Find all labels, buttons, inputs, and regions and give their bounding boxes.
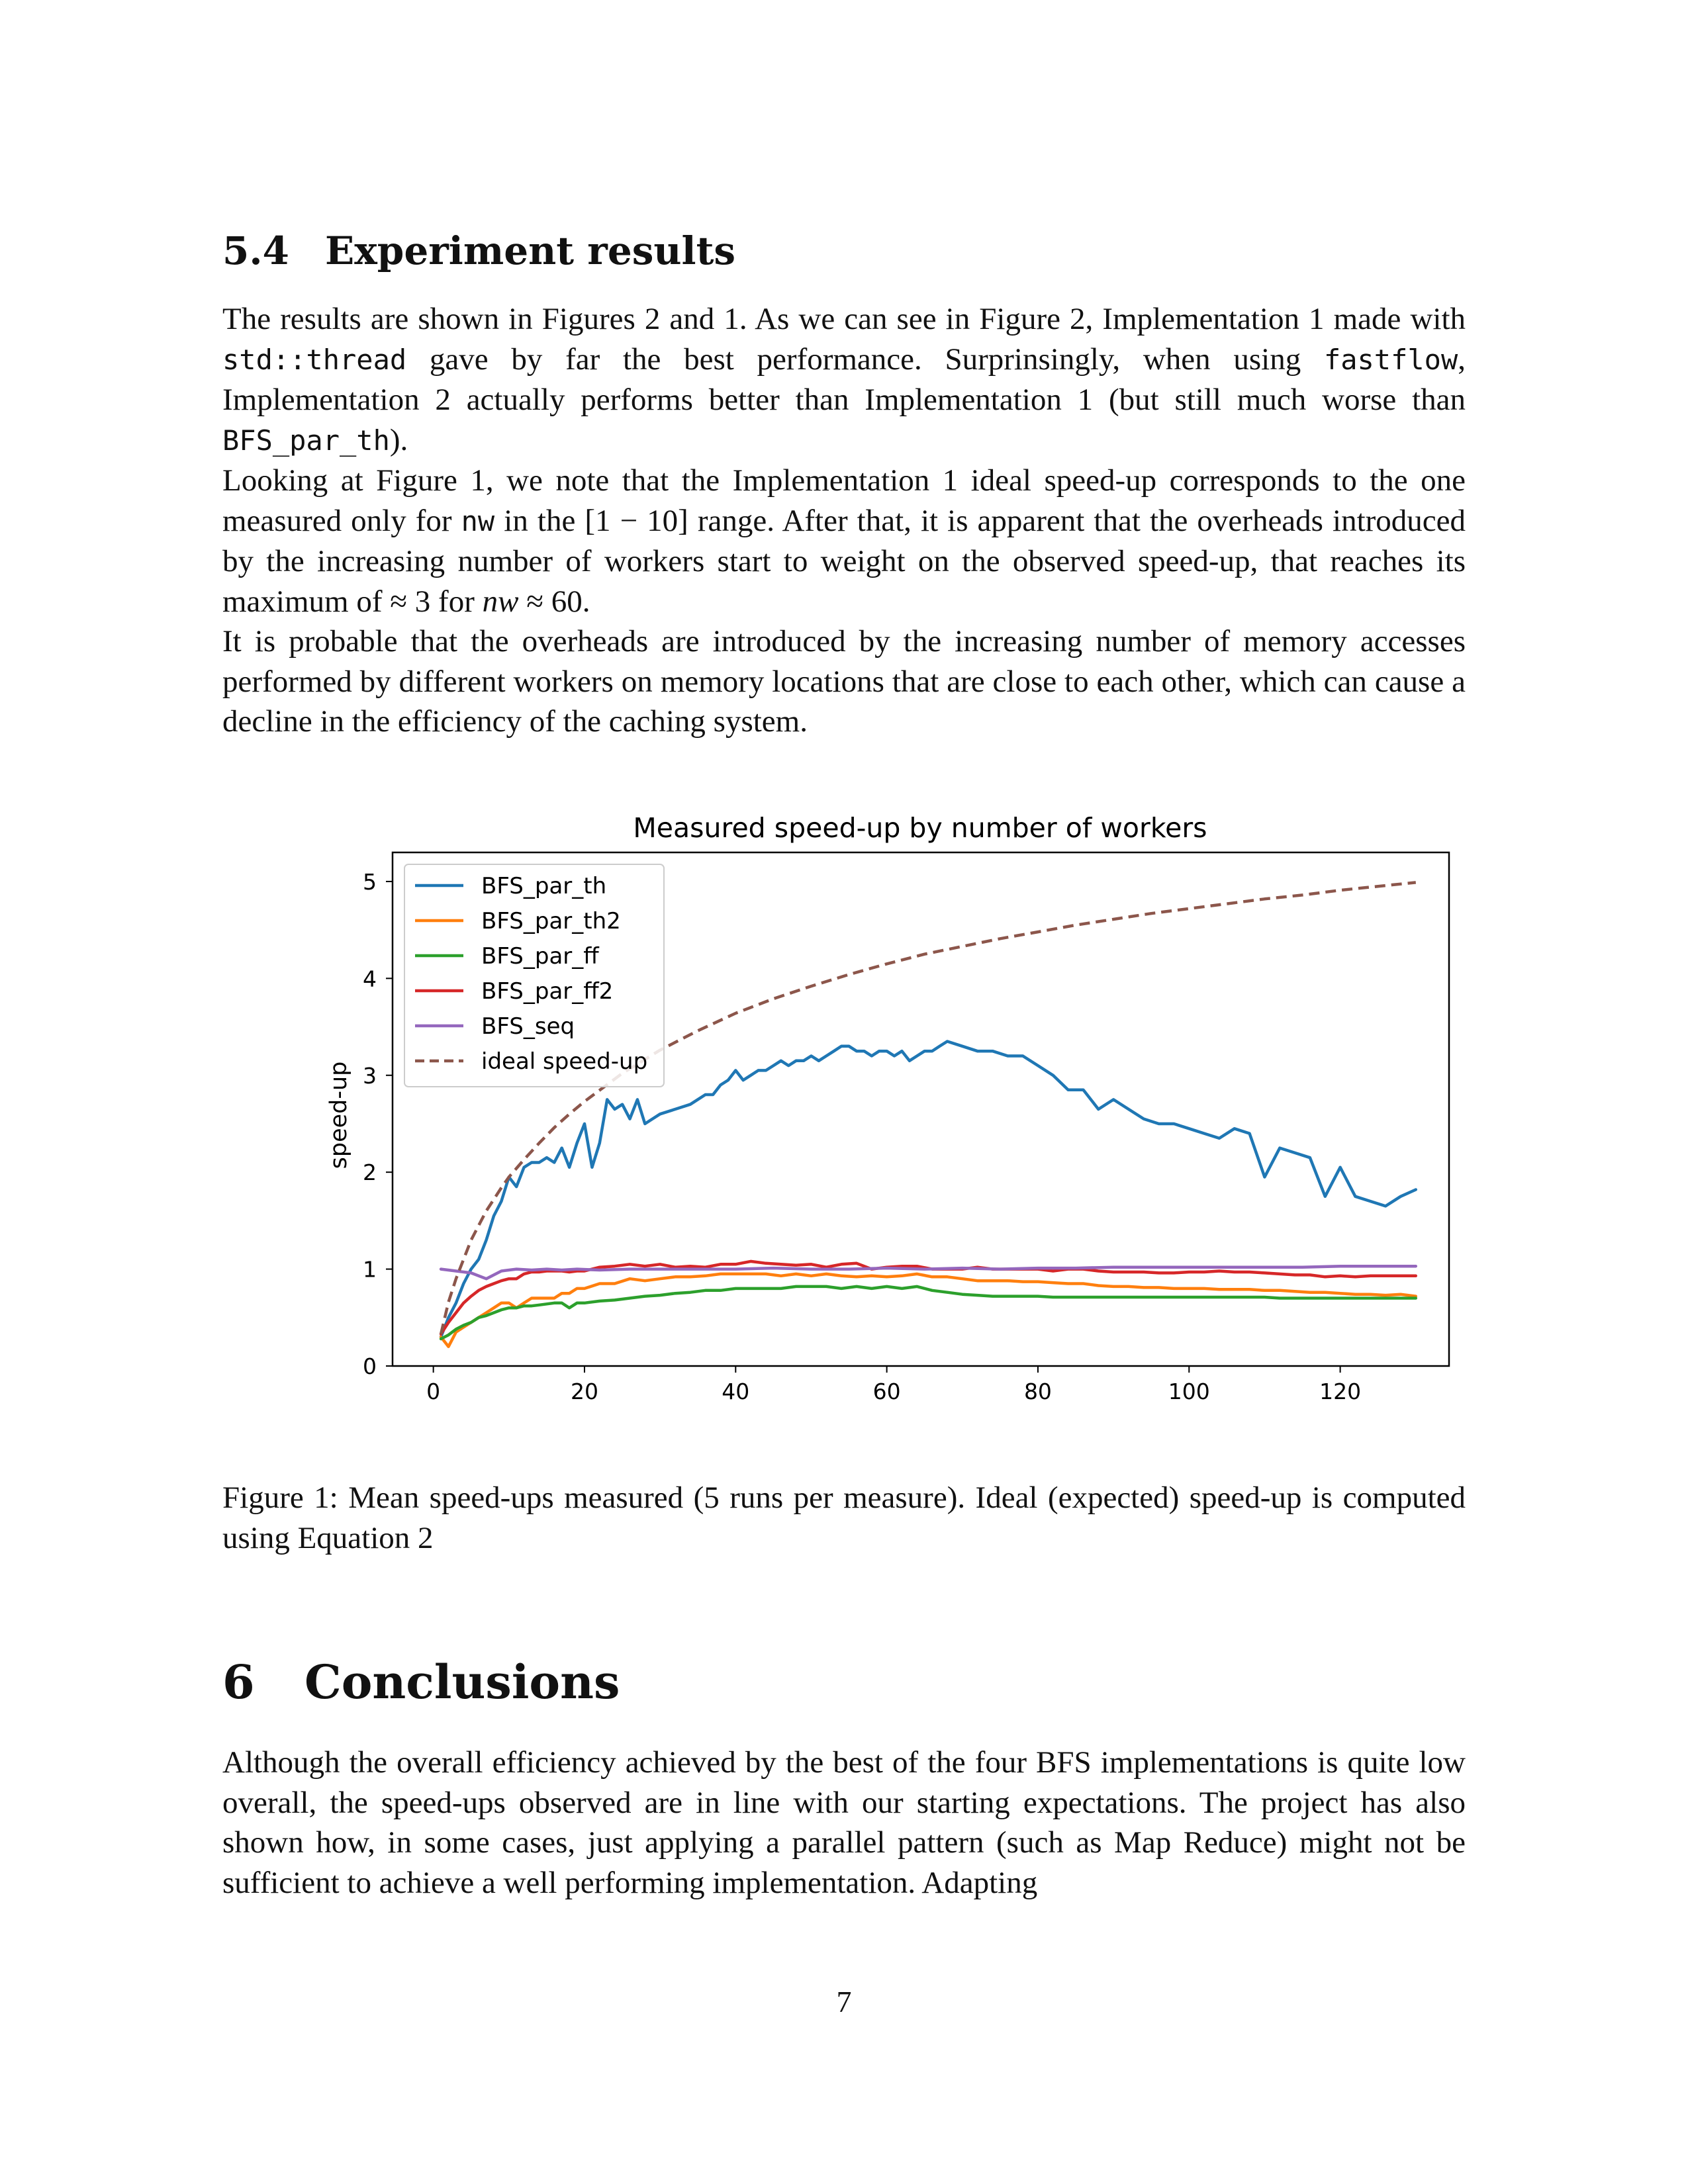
section-heading: 5.4 Experiment results bbox=[222, 228, 735, 273]
math-nw: nw bbox=[482, 584, 519, 619]
paragraph-2: Looking at Figure 1, we note that the Im… bbox=[222, 461, 1466, 621]
code-fastflow: fastflow bbox=[1323, 343, 1458, 376]
plot-frame bbox=[391, 851, 1450, 1367]
series-line-bfs-par-ff2 bbox=[439, 1259, 1418, 1336]
y-tick-label: 4 bbox=[363, 966, 377, 991]
series-line-ideal-speed-up bbox=[439, 881, 1417, 1335]
x-tick-label: 80 bbox=[1024, 1379, 1052, 1404]
section-title: Experiment results bbox=[325, 228, 736, 273]
x-tick-label: 0 bbox=[426, 1379, 440, 1404]
series-line-bfs-seq bbox=[439, 1264, 1418, 1281]
axes: 0 20 40 60 80 100 120 0 1 2 3 4 5 bbox=[363, 869, 1361, 1404]
y-tick-label: 2 bbox=[363, 1160, 377, 1185]
chart-title: Measured speed-up by number of workers bbox=[633, 812, 1207, 844]
conclusions-body: Although the overall efficiency achieved… bbox=[222, 1743, 1466, 1903]
paragraph-1-text-c: , Implementation 2 actually performs bet… bbox=[222, 341, 1466, 418]
paragraph-3: It is probable that the overheads are in… bbox=[222, 624, 1466, 739]
paragraph-1: The results are shown in Figures 2 and 1… bbox=[222, 299, 1466, 461]
legend-box bbox=[404, 864, 665, 1087]
chart-legend: BFS_par_th BFS_par_th2 BFS_par_ff BFS_par_f… bbox=[404, 864, 665, 1087]
legend-label: BFS_par_ff bbox=[481, 943, 600, 970]
series-line-bfs-par-th2 bbox=[439, 1272, 1418, 1348]
conclusions-title: Conclusions bbox=[305, 1655, 620, 1709]
legend-label: BFS_par_ff2 bbox=[481, 978, 613, 1005]
plot-area bbox=[439, 881, 1418, 1348]
x-tick-label: 20 bbox=[571, 1379, 598, 1404]
legend-label: BFS_seq bbox=[481, 1013, 575, 1040]
series-line-bfs-par-th bbox=[439, 1040, 1418, 1339]
paragraph-2-text-c: ≈ 60. bbox=[518, 584, 590, 619]
y-tick-label: 0 bbox=[363, 1353, 377, 1379]
series-line-bfs-par-ff bbox=[439, 1285, 1418, 1341]
paragraph-2-text-b: in the [1 − 10] range. After that, it is… bbox=[222, 503, 1466, 619]
y-tick-label: 5 bbox=[363, 869, 377, 895]
page-number: 7 bbox=[836, 1985, 852, 2019]
conclusions-heading: 6 Conclusions bbox=[222, 1655, 620, 1709]
x-tick-label: 100 bbox=[1168, 1379, 1210, 1404]
figure-caption: Figure 1: Mean speed-ups measured (5 run… bbox=[222, 1480, 1466, 1555]
y-tick-label: 1 bbox=[363, 1257, 377, 1283]
x-tick-label: 120 bbox=[1319, 1379, 1361, 1404]
code-bfs-par-th: BFS_par_th bbox=[222, 424, 390, 457]
conclusions-number: 6 bbox=[222, 1655, 255, 1709]
section-number: 5.4 bbox=[222, 228, 289, 273]
x-tick-label: 60 bbox=[873, 1379, 901, 1404]
x-tick-label: 40 bbox=[722, 1379, 749, 1404]
paragraph-2-text-a: Looking at Figure 1, we note that the Im… bbox=[222, 463, 1466, 538]
legend-label: BFS_par_th2 bbox=[481, 908, 621, 934]
legend-label: ideal speed-up bbox=[481, 1048, 647, 1075]
y-tick-label: 3 bbox=[363, 1063, 377, 1089]
y-axis-label: speed-up bbox=[326, 1062, 352, 1169]
paragraph-1-text-d: ). bbox=[389, 422, 408, 457]
code-nw: nw bbox=[461, 504, 495, 537]
code-std-thread: std::thread bbox=[222, 343, 407, 376]
paragraph-1-text-a: The results are shown in Figures 2 and 1… bbox=[222, 302, 1466, 336]
section-body: The results are shown in Figures 2 and 1… bbox=[222, 299, 1466, 742]
paragraph-1-text-b: gave by far the best performance. Surpri… bbox=[406, 341, 1324, 377]
conclusions-paragraph: Although the overall efficiency achieved… bbox=[222, 1745, 1466, 1900]
speedup-chart: Measured speed-up by number of workers s… bbox=[326, 812, 1450, 1404]
legend-label: BFS_par_th bbox=[481, 873, 606, 899]
